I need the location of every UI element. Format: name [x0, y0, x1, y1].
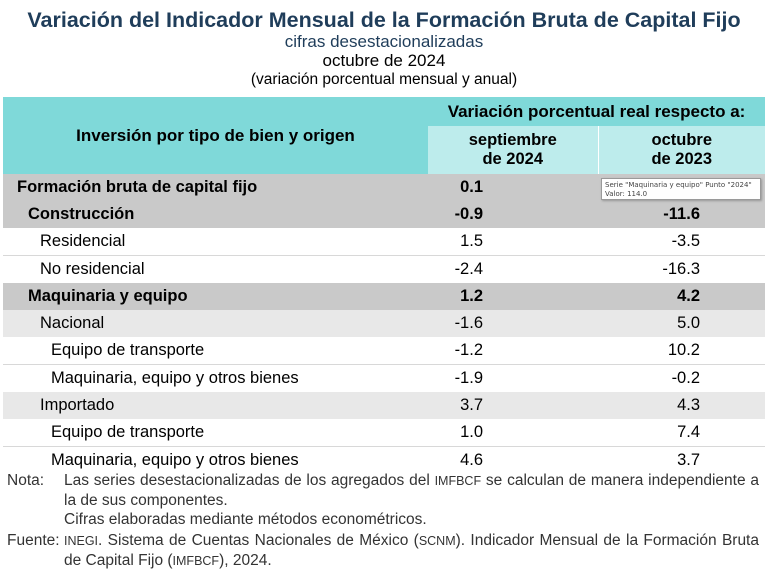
row-label: Nacional	[3, 310, 428, 337]
col2-line2: de 2023	[651, 150, 713, 168]
col1-line2: de 2024	[482, 150, 544, 168]
value-september-2024: -0.9	[428, 201, 598, 228]
chart-tooltip: Serie "Maquinaria y equipo" Punto "2024"…	[601, 178, 761, 200]
note-abbr-imfbcf: IMFBCF	[434, 474, 482, 488]
note-text: Las series desestacionalizadas de los ag…	[64, 471, 759, 529]
group-header-cell: Variación porcentual real respecto a:	[428, 97, 765, 126]
value-september-2024: -1.2	[428, 337, 598, 365]
tooltip-value-line: Valor: 114.0	[605, 190, 648, 198]
tooltip-series-line: Serie "Maquinaria y equipo" Punto "2024"	[605, 181, 752, 189]
note-row: Nota: Las series desestacionalizadas de …	[7, 471, 759, 529]
source-text-part: . Sistema de Cuentas Nacionales de Méxic…	[98, 532, 419, 549]
investment-table-body: Inversión por tipo de bien y origen Vari…	[3, 97, 765, 474]
value-september-2024: 1.5	[428, 228, 598, 256]
row-header-cell: Inversión por tipo de bien y origen	[3, 97, 428, 174]
report-subtitle: cifras desestacionalizadas	[284, 32, 484, 51]
source-abbr-inegi: INEGI	[64, 534, 99, 548]
value-september-2024: 1.0	[428, 419, 598, 447]
value-september-2024: -1.9	[454, 369, 483, 387]
col-header-september-2024: septiembre de 2024	[428, 126, 598, 174]
report-units-note: (variación porcentual mensual y anual)	[250, 71, 518, 88]
report-title: Variación del Indicador Mensual de la Fo…	[27, 8, 741, 32]
source-text: INEGI. Sistema de Cuentas Nacionales de …	[64, 531, 759, 571]
source-text-part: ), 2024.	[219, 552, 272, 569]
value-october-2023: -11.6	[598, 201, 765, 228]
value-september-2024: -2.4	[454, 260, 483, 278]
value-october-2023: 5.0	[598, 310, 765, 337]
row-label: Maquinaria, equipo y otros bienes	[51, 451, 299, 469]
source-abbr-imfbcf: IMFBCF	[172, 554, 220, 568]
value-october-2023: 4.2	[598, 283, 765, 310]
value-september-2024: 4.6	[460, 451, 483, 469]
table-row: Equipo de transporte -1.2 10.2	[3, 337, 765, 365]
table-row: No residencial -2.4 -16.3	[3, 256, 765, 284]
table-row: Maquinaria, equipo y otros bienes -1.9 -0.…	[3, 365, 765, 393]
value-october-2023: 4.3	[598, 392, 765, 419]
value-october-2023: 10.2	[598, 337, 765, 365]
value-october-2023: 7.4	[598, 419, 765, 447]
table-row: Equipo de transporte 1.0 7.4	[3, 419, 765, 447]
report-header: Variación del Indicador Mensual de la Fo…	[0, 0, 768, 89]
table-row: Maquinaria, equipo y otros bienes 4.6 3.7	[3, 447, 765, 475]
investment-table: Inversión por tipo de bien y origen Vari…	[3, 97, 765, 474]
table-subheader-row: septiembre de 2024 octubre de 2023	[3, 126, 765, 174]
col1-line1: septiembre	[468, 131, 557, 149]
value-september-2024: -1.6	[428, 310, 598, 337]
row-label: Construcción	[3, 201, 428, 228]
source-text-part: ). Indicador Mensual de la Formación Bru…	[64, 532, 759, 569]
report-date: octubre de 2024	[322, 51, 446, 70]
note-label: Nota:	[7, 472, 45, 489]
row-label: Maquinaria, equipo y otros bienes	[51, 369, 299, 387]
row-label: No residencial	[40, 260, 145, 278]
value-october-2023: -16.3	[662, 260, 700, 278]
value-october-2023: 3.7	[677, 451, 700, 469]
value-october-2023: -3.5	[598, 228, 765, 256]
source-label: Fuente:	[7, 532, 60, 549]
footnotes: Nota: Las series desestacionalizadas de …	[7, 471, 759, 571]
source-abbr-scnm: SCNM	[418, 534, 456, 548]
source-row: Fuente: INEGI. Sistema de Cuentas Nacion…	[7, 531, 759, 571]
row-label: Equipo de transporte	[3, 337, 428, 365]
table-row: Residencial 1.5 -3.5	[3, 228, 765, 256]
row-label: Formación bruta de capital fijo	[3, 174, 428, 201]
value-september-2024: 1.2	[428, 283, 598, 310]
table-row: Importado 3.7 4.3	[3, 392, 765, 419]
note-text-part: se calculan de manera independiente a la…	[64, 472, 759, 509]
note-text-methods: Cifras elaboradas mediante métodos econo…	[64, 511, 427, 528]
note-text-part: Las series desestacionalizadas de los ag…	[64, 472, 435, 489]
value-october-2023: -0.2	[671, 369, 700, 387]
row-label: Residencial	[3, 228, 428, 256]
row-label: Equipo de transporte	[3, 419, 428, 447]
table-row: Construcción -0.9 -11.6	[3, 201, 765, 228]
table-row: Maquinaria y equipo 1.2 4.2	[3, 283, 765, 310]
col2-line1: octubre	[651, 131, 712, 149]
row-label: Maquinaria y equipo	[3, 283, 428, 310]
value-september-2024: 0.1	[428, 174, 598, 201]
value-september-2024: 3.7	[428, 392, 598, 419]
col-header-october-2023: octubre de 2023	[597, 126, 765, 174]
row-label: Importado	[3, 392, 428, 419]
table-row: Nacional -1.6 5.0	[3, 310, 765, 337]
table-header-row: Inversión por tipo de bien y origen Vari…	[3, 97, 765, 174]
